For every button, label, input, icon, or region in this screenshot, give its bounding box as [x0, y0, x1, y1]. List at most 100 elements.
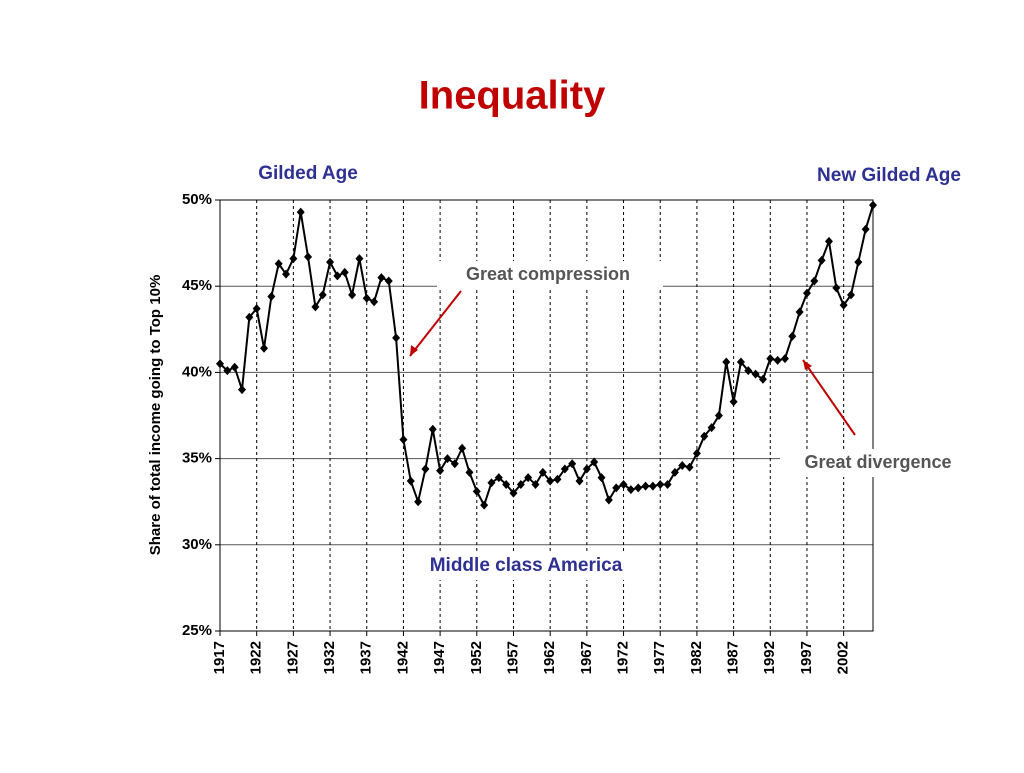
- point: [223, 366, 232, 376]
- point: [590, 457, 599, 467]
- point: [846, 290, 855, 300]
- point: [546, 476, 555, 486]
- point: [758, 374, 767, 384]
- x-tick-label: 1942: [394, 641, 411, 674]
- point: [230, 362, 239, 372]
- x-tick-label: 1922: [248, 641, 265, 674]
- point: [524, 473, 533, 483]
- x-tick-label: 1952: [468, 641, 485, 674]
- point: [443, 454, 452, 464]
- y-tick-label: 35%: [182, 450, 212, 467]
- point: [318, 290, 327, 300]
- point: [780, 354, 789, 364]
- point: [729, 397, 738, 407]
- point: [619, 479, 628, 489]
- point: [795, 307, 804, 317]
- arrow-head: [410, 345, 418, 356]
- point: [421, 464, 430, 474]
- y-tick-label: 45%: [182, 277, 212, 294]
- point: [480, 500, 489, 510]
- point: [245, 312, 254, 322]
- point: [267, 292, 276, 302]
- series-line: [219, 204, 874, 508]
- plot: 25% 30% 35% 40% 45% 50% 1917 1922 1927 1932 1937 19…: [182, 191, 877, 674]
- x-tick-label: 1957: [504, 641, 521, 674]
- x-tick-label: 1992: [761, 641, 778, 674]
- label-bg: [780, 449, 976, 477]
- annotation: Great compression: [466, 264, 630, 284]
- point: [648, 481, 657, 491]
- point: [340, 267, 349, 277]
- point: [707, 423, 716, 433]
- point: [553, 474, 562, 484]
- point: [384, 276, 393, 286]
- point: [355, 254, 364, 264]
- point: [714, 411, 723, 420]
- point: [773, 355, 782, 365]
- point: [736, 357, 745, 367]
- point: [678, 460, 687, 470]
- point: [450, 459, 459, 469]
- point: [634, 483, 643, 493]
- point: [428, 424, 437, 434]
- point: [604, 495, 613, 505]
- point: [274, 259, 283, 269]
- x-tick-label: 1927: [284, 641, 301, 674]
- point: [824, 236, 833, 246]
- point: [516, 479, 525, 489]
- annotation: Gilded Age: [258, 163, 358, 184]
- point: [377, 273, 386, 283]
- point: [509, 488, 518, 498]
- annotation: Middle class America: [430, 555, 623, 576]
- point: [839, 300, 848, 310]
- point: [252, 304, 261, 314]
- y-tick-label: 40%: [182, 363, 212, 380]
- point: [656, 479, 665, 489]
- point: [326, 257, 335, 267]
- arrow: [802, 359, 856, 436]
- x-tick-label: 1932: [321, 641, 338, 674]
- point: [612, 483, 621, 493]
- x-tick-label: 1997: [798, 641, 815, 674]
- point: [744, 366, 753, 376]
- point: [685, 462, 694, 472]
- x-tick-label: 1962: [541, 641, 558, 674]
- point: [472, 486, 481, 496]
- x-tick-label: 1982: [688, 641, 705, 674]
- point: [538, 467, 547, 477]
- x-tick-label: 1987: [725, 641, 742, 674]
- point: [751, 369, 760, 379]
- point: [700, 431, 709, 441]
- annotation: New Gilded Age: [817, 165, 961, 186]
- point: [465, 467, 474, 477]
- point: [260, 343, 269, 353]
- point: [854, 257, 863, 267]
- point: [348, 290, 357, 300]
- point: [641, 481, 650, 491]
- point: [333, 271, 342, 281]
- arrow-head: [803, 360, 812, 370]
- point: [626, 485, 635, 495]
- point: [282, 269, 291, 279]
- x-tick-label: 1947: [431, 641, 448, 674]
- y-tick-label: 50%: [182, 191, 212, 208]
- point: [582, 464, 591, 474]
- point: [560, 464, 569, 474]
- y-tick-label: 30%: [182, 536, 212, 553]
- point: [487, 478, 496, 488]
- point: [692, 448, 701, 458]
- x-tick-label: 1967: [578, 641, 595, 674]
- point: [832, 283, 841, 293]
- point: [406, 476, 415, 486]
- point: [531, 479, 540, 489]
- point: [670, 467, 679, 477]
- x-tick-label: 1977: [651, 641, 668, 674]
- point: [766, 354, 775, 364]
- point: [399, 435, 408, 445]
- point: [304, 252, 313, 262]
- point: [810, 276, 819, 286]
- point: [436, 466, 445, 476]
